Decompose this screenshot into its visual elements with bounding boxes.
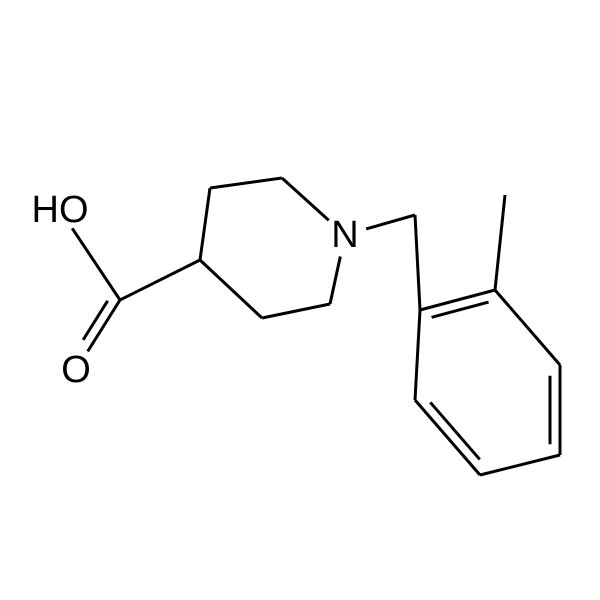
atom-label-O_dbl: O (61, 349, 91, 391)
atom-label-N1: N (331, 214, 358, 256)
molecule-diagram: HO O N (0, 0, 600, 600)
atom-label-O_oh: HO (32, 189, 89, 231)
